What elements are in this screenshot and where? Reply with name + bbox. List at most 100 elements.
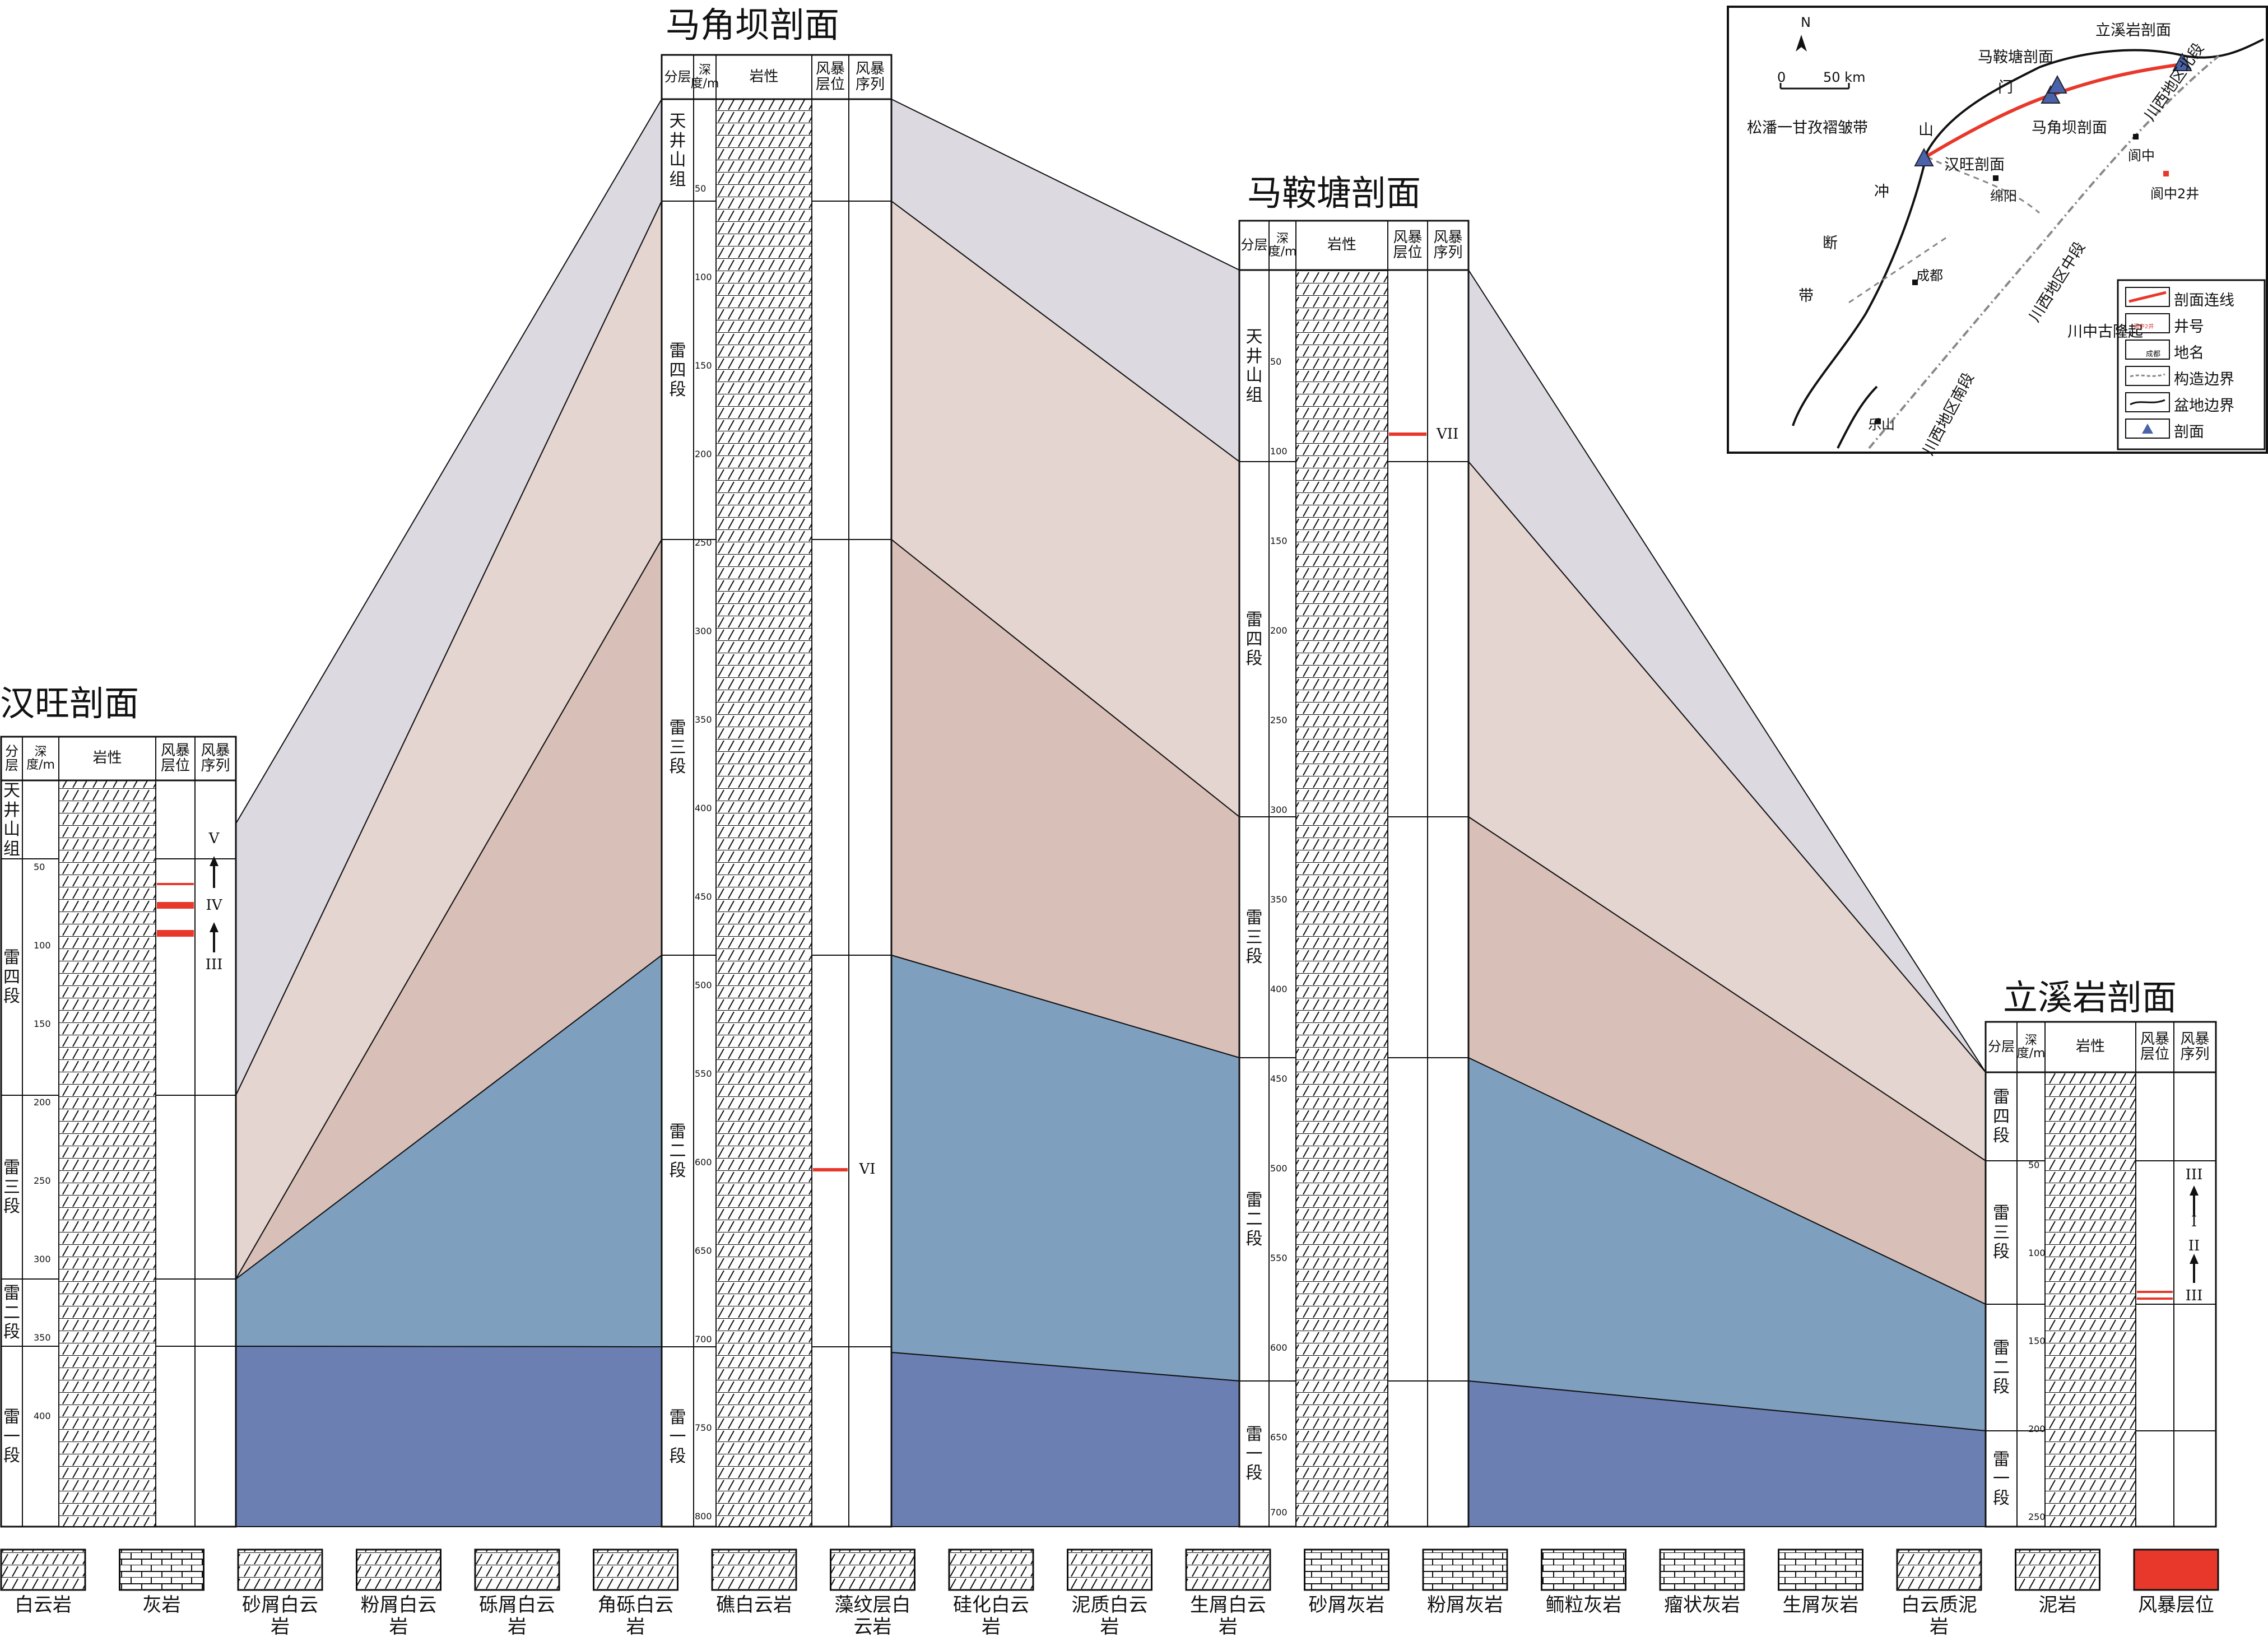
maantang-depth-tick: 300 (1270, 804, 1288, 815)
majiaoba-header-lithology: 岩性 (749, 68, 779, 85)
majiaoba-storm-sequence-label: VI (859, 1161, 876, 1178)
hanwang-storm-horizon (157, 930, 194, 937)
legend-label-mudstone: 泥岩 (2038, 1594, 2077, 1616)
maantang-depth-tick: 200 (1270, 625, 1288, 636)
majiaoba-header-storm-sequence: 风暴序列 (855, 61, 885, 93)
map-label-duan: 断 (1823, 235, 1838, 252)
majiaoba-depth-tick: 750 (695, 1422, 712, 1433)
legend-swatch-argillaceous-dolomite (1067, 1548, 1152, 1591)
hanwang-header-depth: 深度/m (26, 745, 55, 772)
map-label-majiaoba: 马角坝剖面 (2032, 119, 2107, 137)
hanwang-header-storm-horizon: 风暴层位 (160, 742, 190, 774)
scale-end-label: 50 km (1823, 69, 1866, 85)
maantang-unit-lei1: 雷一段 (1245, 1425, 1263, 1483)
legend-label-nodular-limestone: 瘤状灰岩 (1664, 1594, 1740, 1616)
correlation-band-lei1-2 (891, 1351, 1240, 1527)
maantang-depth-tick: 650 (1270, 1432, 1288, 1443)
hanwang-lithology-column (58, 780, 156, 1527)
majiaoba-depth-tick: 350 (695, 714, 712, 725)
map-label-langzhong2: 阆中2井 (2150, 186, 2200, 202)
hanwang-depth-tick: 200 (34, 1097, 51, 1108)
majiaoba-depth-tick: 200 (695, 449, 712, 459)
hanwang-unit-lei2: 雷二段 (3, 1283, 20, 1342)
map-section-marker (2047, 75, 2067, 94)
legend-swatch-silt-dolomite (356, 1548, 441, 1591)
maantang-unit-tianjingshan: 天井山组 (1245, 327, 1263, 405)
hanwang-storm-horizon (157, 883, 194, 885)
legend-label-limestone: 灰岩 (142, 1594, 181, 1616)
map-section-marker (2041, 85, 2061, 104)
legend-label-bioclastic-dolomite: 生屑白云岩 (1190, 1594, 1266, 1639)
maantang-section-title: 马鞍塘剖面 (1247, 173, 1421, 213)
hanwang-unit-lei4: 雷四段 (3, 948, 20, 1006)
lixiyan-depth-tick: 200 (2028, 1424, 2046, 1434)
hanwang-unit-lei1: 雷一段 (3, 1407, 20, 1466)
maantang-lithology-column (1295, 269, 1388, 1527)
lixiyan-storm-horizon (2137, 1291, 2173, 1293)
lixiyan-storm-sequence-label: III (2185, 1166, 2203, 1183)
map-legend-section-label: 剖面 (2174, 424, 2204, 441)
map-label-leshan: 乐山 (1868, 417, 1895, 432)
legend-label-silt-dolomite: 粉屑白云岩 (360, 1594, 437, 1639)
legend-swatch-oolitic-limestone (1541, 1548, 1626, 1591)
scale-zero-label: 0 (1777, 69, 1786, 85)
lixiyan-depth-tick: 100 (2028, 1248, 2046, 1258)
hanwang-unit-tianjingshan: 天井山组 (3, 781, 20, 859)
maantang-depth-tick: 550 (1270, 1253, 1288, 1263)
map-label-dai: 带 (1798, 287, 1814, 305)
hanwang-storm-sequence-label: V (208, 830, 220, 847)
map-label-songpan: 松潘一甘孜褶皱带 (1747, 119, 1868, 137)
map-label-chong: 冲 (1874, 183, 1889, 201)
lixiyan-storm-sequence-label: III (2185, 1287, 2203, 1304)
correlation-band-lei1 (235, 1345, 662, 1527)
lixiyan-unit-lei2: 雷二段 (1993, 1338, 2010, 1397)
maantang-header-layer: 分层 (1240, 237, 1268, 253)
map-legend-line-label: 剖面连线 (2174, 292, 2234, 309)
lixiyan-unit-lei3: 雷三段 (1993, 1203, 2010, 1262)
hanwang-header-layer: 分层 (5, 743, 18, 773)
majiaoba-unit-tianjingshan: 天井山组 (669, 111, 686, 189)
maantang-storm-horizon (1389, 432, 1426, 436)
hanwang-unit-lei3: 雷三段 (3, 1158, 20, 1216)
legend-swatch-mudstone (2015, 1548, 2100, 1591)
maantang-unit-lei2: 雷二段 (1245, 1190, 1263, 1249)
legend-label-sand-dolomite: 砂屑白云岩 (242, 1594, 318, 1639)
lixiyan-header-depth: 深度/m (2016, 1033, 2046, 1061)
lixiyan-header-layer: 分层 (1988, 1039, 2015, 1055)
majiaoba-depth-tick: 450 (695, 891, 712, 902)
majiaoba-column (661, 54, 893, 1528)
maantang-depth-tick: 100 (1270, 446, 1288, 457)
majiaoba-depth-tick: 700 (695, 1334, 712, 1345)
legend-label-oolitic-limestone: 鲕粒灰岩 (1545, 1594, 1622, 1616)
maantang-depth-tick: 50 (1270, 356, 1282, 367)
maantang-header-storm-horizon: 风暴层位 (1393, 229, 1423, 261)
map-section-marker (1914, 147, 1934, 166)
hanwang-depth-tick: 350 (34, 1332, 51, 1343)
hanwang-depth-tick: 50 (34, 862, 45, 872)
hanwang-storm-sequence-label: III (205, 956, 223, 973)
legend-label-dolomitic-mudstone: 白云质泥岩 (1901, 1594, 1977, 1639)
lixiyan-storm-sequence-label: II (2188, 1238, 2200, 1254)
majiaoba-unit-lei1: 雷一段 (669, 1407, 686, 1466)
legend-swatch-reef-dolomite (711, 1548, 797, 1591)
majiaoba-header-depth: 深度/m (690, 63, 719, 91)
map-label-shan: 山 (1918, 122, 1934, 139)
lixiyan-unit-lei4: 雷四段 (1993, 1087, 2010, 1146)
majiaoba-storm-horizon (813, 1168, 848, 1171)
majiaoba-depth-tick: 150 (695, 360, 712, 371)
majiaoba-depth-tick: 50 (695, 183, 707, 194)
lixiyan-storm-horizon (2137, 1297, 2173, 1300)
north-arrow-label: N (1801, 15, 1811, 30)
lixiyan-header-lithology: 岩性 (2075, 1038, 2105, 1055)
legend-swatch-silt-limestone (1422, 1548, 1508, 1591)
lixiyan-header-storm-horizon: 风暴层位 (2140, 1030, 2169, 1063)
map-label-mianyang: 绵阳 (1990, 188, 2017, 204)
lixiyan-depth-tick: 50 (2028, 1160, 2040, 1170)
hanwang-header-storm-sequence: 风暴序列 (201, 742, 230, 774)
map-legend-basin-label: 盆地边界 (2174, 397, 2234, 415)
legend-label-storm: 风暴层位 (2138, 1594, 2214, 1616)
legend-swatch-algal-dolomite (830, 1548, 915, 1591)
lixiyan-unit-lei1: 雷一段 (1993, 1449, 2010, 1508)
map-legend-placename-sample: 成都 (2146, 350, 2161, 359)
hanwang-depth-tick: 150 (34, 1018, 51, 1029)
